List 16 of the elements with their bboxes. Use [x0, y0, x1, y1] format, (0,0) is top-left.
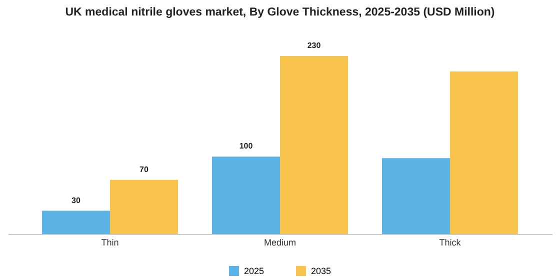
- bar: [382, 158, 450, 234]
- data-label: 100: [239, 142, 254, 151]
- bar: [212, 156, 280, 234]
- bar: [280, 56, 348, 234]
- data-label: 70: [140, 164, 149, 174]
- legend-label: 2025: [244, 266, 264, 276]
- bar: [110, 180, 178, 234]
- x-tick-label: Thick: [439, 238, 462, 248]
- bar: [42, 210, 110, 234]
- x-tick-label: Thin: [101, 238, 119, 248]
- bar: [450, 71, 518, 234]
- x-tick-label: Medium: [264, 238, 296, 248]
- legend-label: 2035: [311, 266, 332, 276]
- chart-title: UK medical nitrile gloves market, By Glove Thickness, 2025-2035 (USD Million): [65, 6, 495, 18]
- data-label: 30: [72, 196, 81, 205]
- data-label: 230: [307, 41, 322, 50]
